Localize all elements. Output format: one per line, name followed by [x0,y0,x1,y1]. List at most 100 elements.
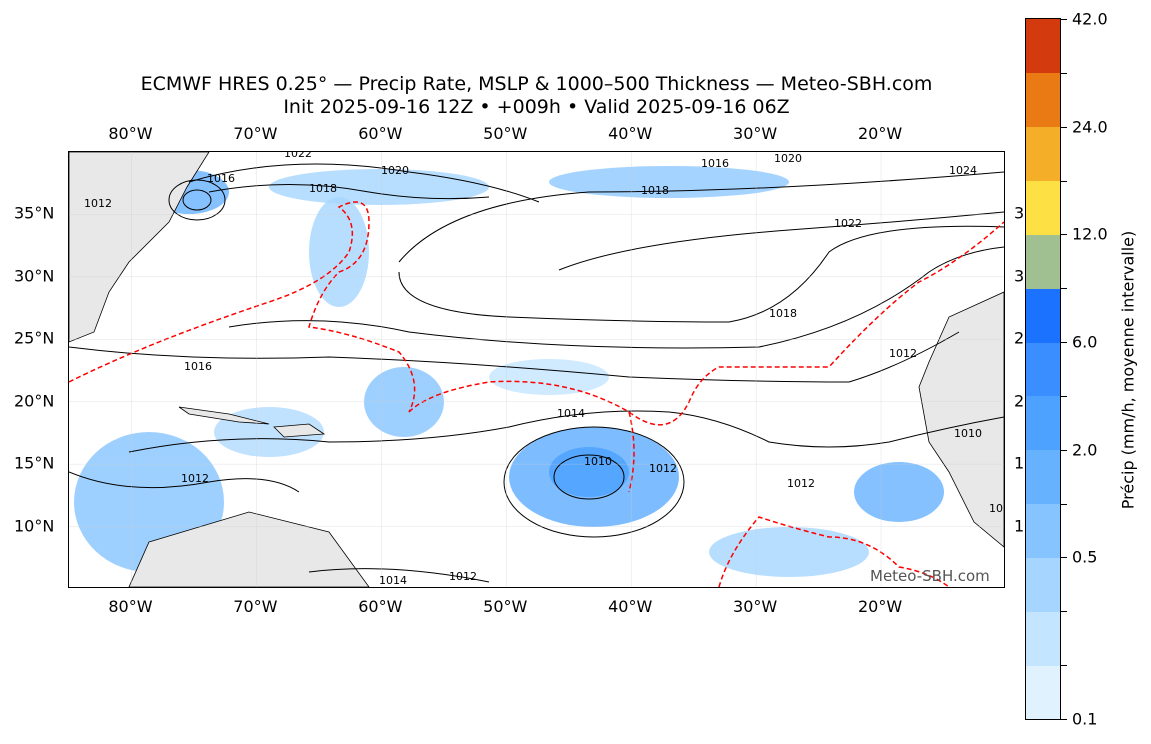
colorbar-segment [1026,72,1060,128]
isobar-label: 1012 [84,197,112,210]
colorbar-segment [1026,395,1060,451]
precip-area [269,169,489,205]
precip-area [709,527,869,577]
precip-area [364,367,444,437]
lon-tick-label: 70°W [233,124,278,143]
isobar-label: 1016 [701,157,729,170]
colorbar-tick-label: 0.5 [1072,547,1098,567]
colorbar-segment [1026,180,1060,235]
isobar-label: 1012 [989,502,1004,515]
isobar [553,454,625,500]
isobar-label: 1018 [641,184,669,197]
isobar [228,246,1004,349]
colorbar-tick [1061,557,1067,559]
isobar-label: 1024 [949,164,977,177]
lon-tick-label: 20°W [857,124,903,143]
isobar-label: 1020 [381,164,409,177]
colorbar-tick [1061,126,1067,128]
colorbar-tick [1061,234,1067,236]
colorbar-segment [1026,126,1060,182]
isobar [69,331,960,383]
lat-tick-label: 10°N [14,516,55,536]
isobar-label: 1016 [184,360,212,373]
lat-tick-label: 35°N [14,203,55,223]
isobar-label: 1010 [584,455,612,468]
isobar-label: 1010 [954,427,982,440]
isobar-label: 1014 [557,407,585,420]
colorbar-segment [1026,449,1060,505]
watermark: Meteo-SBH.com [870,567,990,585]
colorbar-tick [1061,665,1067,667]
precip-area [549,447,629,497]
isobar-label: 1012 [449,570,477,583]
isobar-label: 1012 [181,472,209,485]
lon-tick-label: 40°W [608,124,653,143]
colorbar-tick-label: 12.0 [1072,224,1108,244]
land-cuba [178,406,270,425]
lon-tick-label: 80°W [108,597,153,616]
isobar-label: 1018 [309,182,337,195]
colorbar-segment [1026,557,1060,612]
graticule [69,152,1004,587]
colorbar-tick-label: 2.0 [1072,440,1098,460]
precip-area [549,166,789,198]
isobar-label: 1022 [284,152,312,160]
land-africa [918,291,1004,548]
land-south-america [128,511,370,587]
lon-tick-label: 80°W [108,124,153,143]
isobar-label: 1012 [649,462,677,475]
colorbar-tick-label: 6.0 [1072,332,1098,352]
isobar-label: 1018 [769,307,797,320]
colorbar-segment [1026,611,1060,666]
lat-tick-label-right: 2 [1014,391,1025,411]
chart-subtitle: Init 2025-09-16 12Z • +009h • Valid 2025… [283,96,790,118]
lon-tick-label: 20°W [857,597,903,616]
lon-tick-label: 70°W [233,597,278,616]
colorbar-segment [1026,234,1060,289]
lat-tick-label-right: 1 [1014,453,1025,473]
lat-tick-label-right: 2 [1014,328,1025,348]
colorbar-segment [1026,19,1060,74]
lat-tick-label-right: 3 [1014,266,1025,286]
land-hispaniola [273,423,326,438]
map-panel[interactable]: 1022 1016 1018 1020 1016 1020 1024 1018 1022 1018… [68,151,1005,588]
colorbar-tick [1061,19,1067,20]
lon-tick-label: 40°W [608,597,653,616]
lon-tick-label: 30°W [733,124,778,143]
colorbar-tick [1061,72,1067,74]
isobar-layer [69,163,1004,583]
isobar [188,163,540,203]
lat-tick-label-right: 3 [1014,203,1025,223]
colorbar-title: Précip (mm/h, moyenne intervalle) [1118,230,1138,510]
colorbar-tick-label: 0.1 [1072,709,1098,729]
colorbar-tick [1061,395,1067,397]
colorbar-tick [1061,288,1067,290]
chart-title: ECMWF HRES 0.25° — Precip Rate, MSLP & 1… [140,73,933,95]
colorbar-tick [1061,503,1067,505]
precip-area [854,462,944,522]
precip-area [489,359,609,395]
lat-tick-label: 25°N [14,328,55,348]
isobar [503,426,685,538]
isobar-label: 1020 [774,152,802,165]
colorbar-tick [1061,719,1067,720]
lat-tick-label: 20°N [14,391,55,411]
isobar-label: 1022 [834,217,862,230]
isobar [69,471,300,493]
isobar [128,410,1004,453]
colorbar-segment [1026,288,1060,343]
colorbar-segment [1026,342,1060,397]
thickness-line [628,221,1004,426]
isobar [182,189,212,211]
isobar [168,179,226,221]
land-layer [69,152,1004,587]
thickness-line [408,380,635,493]
colorbar-segment [1026,503,1060,558]
lon-tick-label: 30°W [733,597,778,616]
isobar-label: 1012 [889,347,917,360]
isobar [558,211,1004,271]
precip-area [309,197,369,307]
lon-tick-label: 60°W [358,597,403,616]
lon-tick-label: 60°W [358,124,403,143]
precip-colorbar [1025,18,1061,720]
